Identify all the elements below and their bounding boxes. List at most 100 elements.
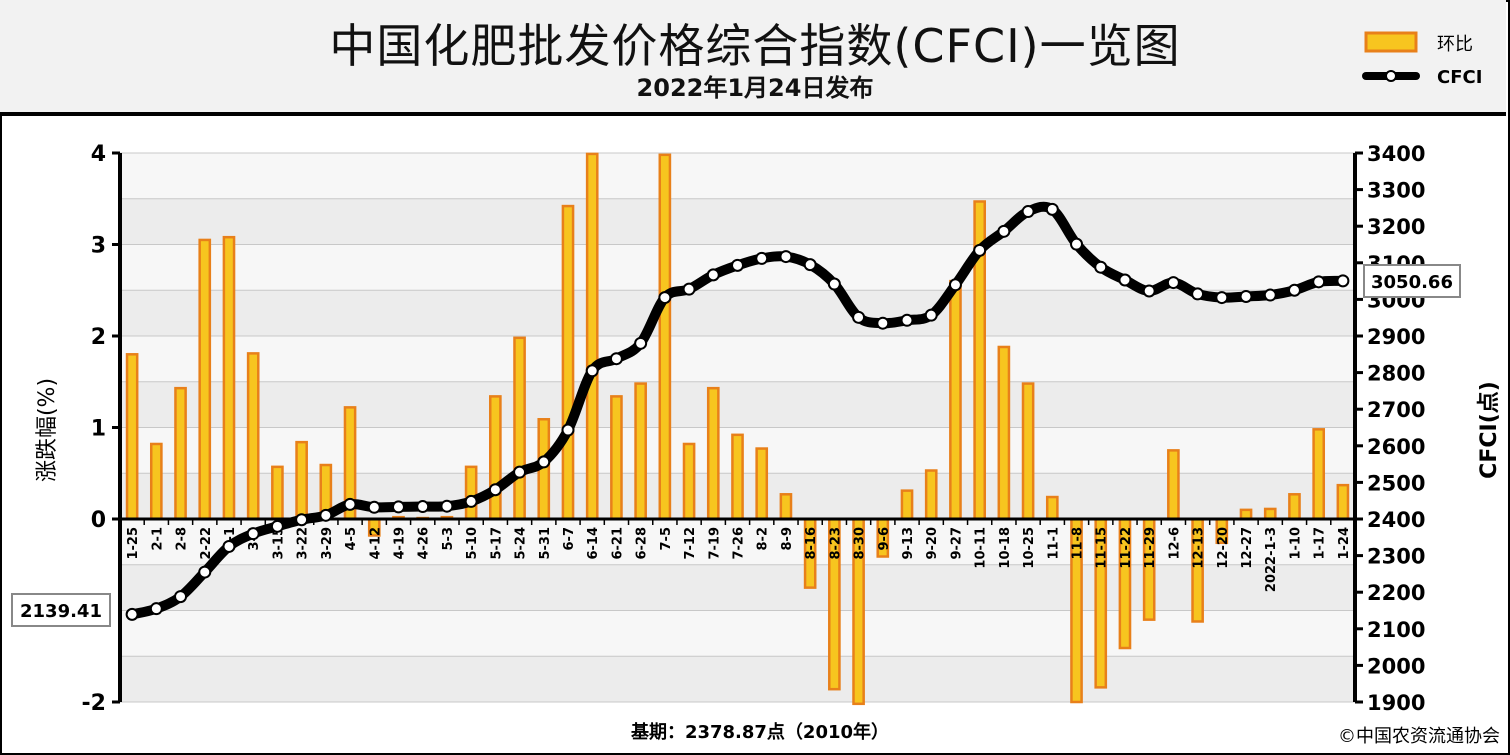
cfci-point [997,224,1011,238]
x-tick-label: 4-12 [368,527,383,560]
cfci-point [513,465,527,479]
bar [900,489,914,521]
x-tick-label: 1-25 [126,527,141,560]
bar [731,433,744,521]
cfci-point [634,336,648,350]
x-tick-label: 1-24 [1337,527,1352,560]
x-tick-label: 7-12 [683,527,698,560]
x-tick-label: 7-26 [732,527,747,560]
cfci-point [1118,273,1132,287]
x-tick-label: 5-17 [489,527,504,560]
x-tick-label: 11-22 [1119,527,1134,569]
cfci-point [198,565,212,579]
x-tick-label: 6-21 [610,527,625,560]
y2-tick-label: 3300 [1367,179,1425,203]
bar [513,336,526,521]
x-tick-label: 9-27 [949,527,964,560]
base-period-note: 基期：2378.87点（2010年） [630,721,889,743]
cfci-point [731,258,744,272]
plot-band [120,656,1355,702]
y-tick-label: 0 [91,508,106,533]
legend: 环比 CFCI [1362,31,1482,88]
y2-tick-label: 2400 [1367,508,1425,532]
cfci-point [488,483,502,497]
cfci-point [1070,237,1084,251]
bar [1312,428,1326,521]
cfci-point [1045,202,1059,216]
cfci-point [1142,284,1156,298]
x-tick-label: 6-7 [562,527,577,551]
cfci-point [416,500,430,514]
cfci-point [973,243,987,257]
header-band: 中国化肥批发价格综合指数(CFCI)一览图 2022年1月24日发布 [0,0,1506,116]
x-tick-label: 8-16 [804,527,819,560]
cfci-point [1215,291,1229,305]
y2-tick-label: 2100 [1367,618,1425,642]
y2-tick-label: 3400 [1367,142,1425,166]
x-tick-label: 9-13 [901,527,916,560]
y-tick-label: 4 [91,142,106,167]
cfci-point [755,251,769,265]
cfci-point [803,258,817,272]
x-tick-label: 12-27 [1240,527,1255,569]
bar [222,235,236,521]
plot-band [120,564,1355,611]
x-tick-label: 10-18 [998,527,1013,569]
x-tick-label: 4-26 [417,527,432,560]
end-value-text: 3050.66 [1371,272,1453,293]
cfci-point [682,282,696,296]
cfci-point [1336,274,1350,288]
cfci-point [343,497,357,511]
x-tick-label: 1-10 [1288,527,1303,560]
y2-tick-label: 3200 [1367,215,1425,239]
x-tick-label: 3-22 [296,527,311,560]
y2-tick-label: 2200 [1367,581,1425,605]
x-tick-label: 11-1 [1046,527,1061,560]
x-tick-label: 5-10 [465,527,480,560]
cfci-point [1166,276,1180,290]
y-tick-label: 2 [91,325,106,350]
x-tick-label: 7-19 [707,527,722,560]
cfci-point [319,508,333,522]
y-axis-label: 涨跌幅(%) [35,378,60,482]
cfci-point [585,364,599,378]
x-tick-label: 12-20 [1216,527,1231,569]
plot-band [120,336,1355,382]
cfci-point [440,499,454,513]
x-tick-label: 5-3 [441,527,456,551]
bar [682,442,696,521]
y2-tick-label: 2500 [1367,471,1425,495]
y-tick-label: 1 [91,417,106,442]
y2-tick-label: 1900 [1367,691,1425,715]
cfci-point [270,519,284,533]
cfci-point [609,352,623,366]
bar [658,153,672,521]
x-tick-label: 3-15 [271,527,286,560]
x-tick-label: 9-20 [925,527,940,560]
plot-band [120,290,1355,336]
bar [1167,449,1180,521]
plot-band [120,198,1355,245]
bar [1021,382,1035,521]
y2-tick-label: 2700 [1367,398,1425,422]
bar [610,395,623,521]
x-tick-label: 1-17 [1313,527,1328,560]
end-value-callout: 3050.66 [1363,264,1461,298]
x-tick-label: 11-29 [1143,527,1158,569]
cfci-point [900,313,914,327]
cfci-point [537,455,551,469]
x-tick-label: 5-31 [538,527,553,560]
cfci-point [876,316,890,330]
cfci-point [246,527,260,541]
plot-bands [120,153,1355,702]
x-tick-label: 5-24 [514,527,529,560]
page-title: 中国化肥批发价格综合指数(CFCI)一览图 [329,19,1181,73]
copyright-note: ©中国农资流通协会 [1338,726,1500,747]
legend-line-label: CFCI [1437,67,1482,88]
cfci-point [658,291,672,305]
cfci-point [1239,289,1253,303]
cfci-point [852,310,866,324]
bar [271,465,284,521]
plot-band [120,610,1355,657]
